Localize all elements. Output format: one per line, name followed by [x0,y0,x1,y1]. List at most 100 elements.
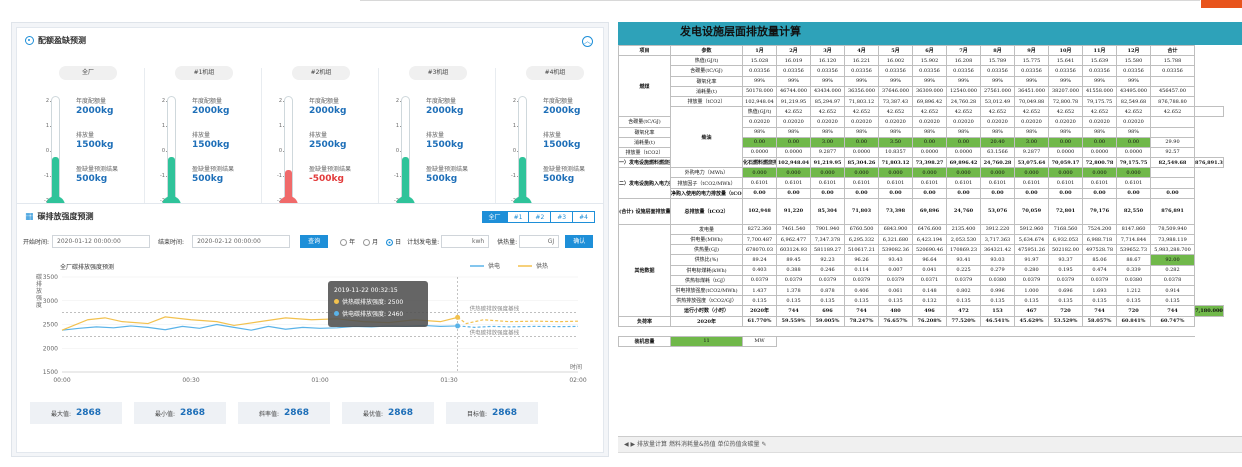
value-cell[interactable]: 0.00 [742,187,777,199]
value-cell[interactable]: 96.64 [912,254,947,266]
tab-plant[interactable]: 全厂 [481,211,508,223]
value-cell[interactable]: 520690.46 [912,244,947,256]
value-cell[interactable]: 0.6101 [946,177,981,189]
value-cell[interactable]: 6843.900 [878,223,913,236]
value-cell[interactable]: 6476.600 [912,223,947,236]
value-cell[interactable]: 7461.540 [776,223,811,236]
value-cell[interactable]: 8147.860 [1116,223,1151,236]
value-cell[interactable]: 12540.000 [946,85,981,97]
value-cell[interactable]: 98% [1048,126,1083,138]
value-cell[interactable]: 0.0000 [742,146,777,159]
value-cell[interactable]: 16.221 [844,55,879,67]
value-cell[interactable]: 0.00 [912,136,947,148]
value-cell[interactable]: 91.97 [1014,254,1049,266]
group-cell[interactable]: 运行小时数（小时） [670,305,743,317]
value-cell[interactable]: 15.902 [912,55,947,67]
value-cell[interactable]: 98% [946,126,981,138]
value-cell[interactable]: 82,550 [1116,197,1151,225]
header-cell[interactable]: 2月 [776,44,811,57]
value-cell[interactable]: 7,714.844 [1116,233,1151,246]
value-cell[interactable]: 70,059.17 [1048,157,1083,169]
value-cell[interactable]: 0.02020 [776,116,811,128]
value-cell[interactable]: 0.132 [912,295,947,307]
value-cell[interactable]: 15.775 [1014,55,1049,67]
value-cell[interactable]: 0.00 [1014,187,1049,199]
value-cell[interactable]: 0.007 [878,264,913,276]
tab-unit-4[interactable]: #4 [572,211,595,223]
header-cell[interactable]: 参数 [670,44,743,57]
value-cell[interactable]: 0.0000 [844,146,879,159]
value-cell[interactable]: 0.00 [946,136,981,148]
value-cell[interactable]: 0.0000 [776,146,811,159]
value-cell[interactable]: 7,180.000 [1194,305,1224,317]
value-cell[interactable]: 69,896.42 [912,95,947,108]
value-cell[interactable]: 744 [1082,305,1117,317]
value-cell[interactable]: 7524.200 [1082,223,1117,236]
value-cell[interactable]: 0.403 [742,264,777,276]
value-cell[interactable]: 98% [844,126,879,138]
value-cell[interactable]: 0.0379 [776,274,811,286]
value-cell[interactable]: 0.135 [1150,295,1195,307]
value-cell[interactable]: 0.0378 [1150,274,1195,286]
header-cell[interactable]: 12月 [1116,44,1151,57]
value-cell[interactable]: 89.24 [742,254,777,266]
value-cell[interactable]: 0.135 [946,295,981,307]
value-cell[interactable]: 3912.220 [980,223,1015,236]
value-cell[interactable]: 0.6101 [1082,177,1117,189]
value-cell[interactable]: 0.0380 [1116,274,1151,286]
value-cell[interactable]: 60.747% [1150,315,1195,327]
value-cell[interactable]: 53.529% [1048,315,1083,327]
value-cell[interactable]: 98% [912,126,947,138]
value-cell[interactable]: 1.212 [1116,284,1151,297]
value-cell[interactable]: 79,176 [1082,197,1117,225]
value-cell[interactable]: 0.878 [810,284,845,297]
value-cell[interactable]: 6,423.194 [912,233,947,246]
param-cell[interactable]: 供热排放强度（tCO2/GJ） [670,295,743,307]
value-cell[interactable]: 1.693 [1082,284,1117,297]
value-cell[interactable]: 0.474 [1082,264,1117,276]
param-cell[interactable]: 供热标煤耗（tGJ） [670,274,743,286]
value-cell[interactable]: 0.339 [1116,264,1151,276]
value-cell[interactable]: 6,932.053 [1048,233,1083,246]
value-cell[interactable]: 0.00 [810,187,845,199]
value-cell[interactable]: 0.6101 [810,177,845,189]
value-cell[interactable]: 58.057% [1082,315,1117,327]
value-cell[interactable]: 0.02020 [912,116,947,128]
value-cell[interactable]: 0.0379 [946,274,981,286]
value-cell[interactable]: 0.0000 [1048,146,1083,159]
value-cell[interactable]: 0.000 [1048,167,1083,179]
value-cell[interactable]: 102,948.04 [776,157,811,169]
value-cell[interactable]: 510617.21 [844,244,879,256]
value-cell[interactable]: 0.0380 [980,274,1015,286]
header-cell[interactable]: 5月 [878,44,913,57]
value-cell[interactable]: 0.02020 [1082,116,1117,128]
param-cell[interactable]: 供热量(GJ) [670,244,743,256]
header-cell[interactable]: 4月 [844,44,879,57]
value-cell[interactable]: 0.00 [776,136,811,148]
value-cell[interactable]: 99% [1082,75,1117,87]
value-cell[interactable]: 0.00 [980,187,1015,199]
value-cell[interactable]: 0.0379 [810,274,845,286]
value-cell[interactable]: 153 [980,305,1015,317]
value-cell[interactable]: 0.000 [878,167,913,179]
value-cell[interactable]: 0.000 [810,167,845,179]
value-cell[interactable]: 77.520% [946,315,981,327]
value-cell[interactable]: 0.6101 [1116,177,1151,189]
value-cell[interactable]: 93.41 [946,254,981,266]
group-cell[interactable]: 一）发电设施燃料燃烧排 [618,157,671,169]
value-cell[interactable]: 0.03356 [776,65,811,77]
value-cell[interactable]: 16.002 [878,55,913,67]
value-cell[interactable]: 0.00 [1150,187,1195,199]
value-cell[interactable]: 93.43 [878,254,913,266]
value-cell[interactable]: 0.0000 [1116,146,1151,159]
value-cell[interactable]: 0.696 [1048,284,1083,297]
header-cell[interactable]: 1月 [742,44,777,57]
collapse-icon[interactable]: ︿ [582,36,593,47]
group-cell[interactable]: 其他数据 [618,223,671,317]
value-cell[interactable]: 475951.26 [1014,244,1049,256]
value-cell[interactable]: 6,295.332 [844,233,879,246]
value-cell[interactable]: 79,175.75 [1082,95,1117,108]
value-cell[interactable]: 16.120 [810,55,845,67]
value-cell[interactable]: 0.114 [844,264,879,276]
value-cell[interactable]: 43495.000 [1116,85,1151,97]
